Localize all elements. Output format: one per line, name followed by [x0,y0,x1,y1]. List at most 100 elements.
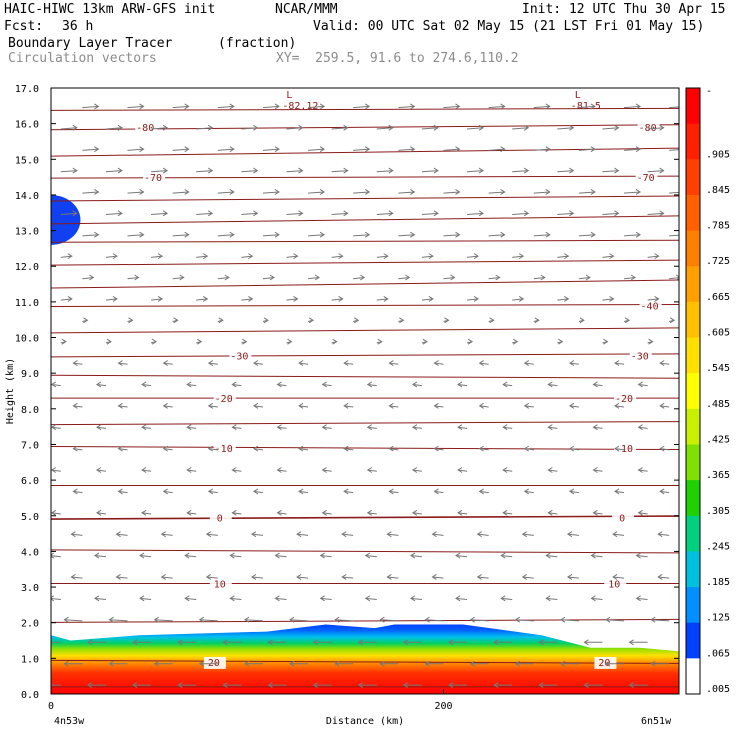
circulation-vector-head [253,488,259,495]
circulation-vector [94,555,107,558]
circulation-vector [353,105,370,109]
circulation-vector [421,212,438,216]
colorbar-swatch [686,373,700,410]
circulation-vector [253,362,264,365]
circulation-vector-head [89,274,95,281]
circulation-vector-head [455,189,461,195]
circulation-vector [142,383,152,387]
circulation-vector-head [650,660,656,667]
circulation-vector-head [637,424,643,431]
circulation-vector-head [128,317,134,324]
circulation-vector [567,533,579,536]
circulation-vector-head [141,509,147,516]
circulation-vector-head [253,124,259,131]
circulation-vector-head [502,509,508,516]
circulation-vector-head [139,189,145,195]
circulation-vector-head [455,231,461,238]
circulation-vector-head [231,509,237,516]
circulation-vector-head [433,445,439,452]
circulation-vector-head [411,424,418,431]
circulation-vector-head [160,574,166,580]
circulation-vector-head [184,189,190,195]
isotherm-label: -70 [144,173,162,184]
circulation-vector-head [388,488,394,495]
field-name: Boundary Layer Tracer [8,36,173,51]
circulation-vector-head [433,124,439,131]
circulation-vector-head [402,639,409,646]
circulation-vector-head [177,639,183,646]
colorbar-swatch [686,88,700,125]
circulation-vector [322,426,332,429]
circulation-vector-head [298,360,304,366]
circulation-vector-head [207,124,214,131]
y-tick-label: 17.0 [15,84,39,95]
circulation-vector [73,362,83,365]
circulation-vector-head [72,402,78,409]
circulation-vector [569,405,579,408]
circulation-vector [96,383,107,387]
y-tick-label: 0.0 [21,690,39,701]
circulation-vector-head [566,531,573,538]
circulation-vector-head [605,660,611,667]
circulation-vector [196,212,213,216]
circulation-vector-head [405,274,411,281]
circulation-vector [524,490,534,494]
isotherm-line [51,303,679,307]
circulation-vector-head [411,509,418,516]
circulation-vector-head [72,210,78,217]
circulation-vector-head [433,360,439,366]
circulation-vector [503,469,513,472]
circulation-vector-head [248,253,254,260]
isotherm-label-bg [594,656,617,669]
circulation-vector [109,619,128,622]
circulation-vector-head [72,445,78,452]
circulation-vector-head [476,574,482,580]
circulation-vector [503,426,513,429]
circulation-vector [467,170,484,173]
circulation-vector-head [564,295,570,302]
isotherm-line [51,515,679,520]
low-marker-value: -82.12 [282,101,318,112]
circulation-vector-head [523,360,530,366]
circulation-vector-head [267,639,273,646]
circulation-vector-head [614,210,620,217]
circulation-vector-head [635,103,641,110]
circulation-vector-head [117,445,123,452]
colorbar-swatch [686,480,700,517]
circulation-vector-head [478,488,484,495]
circulation-vector-head [343,360,349,366]
circulation-vector-head [276,381,282,388]
circulation-vector [660,362,670,365]
circulation-vector [217,277,229,280]
isotherm-label: -80 [136,123,154,134]
circulation-vector-head [637,381,643,388]
circulation-vector-head [364,595,371,602]
circulation-vector [118,362,128,365]
circulation-vector [533,191,550,194]
circulation-vector-head [585,274,591,281]
circulation-vector-head [343,445,349,452]
circulation-vector [651,619,670,622]
circulation-vector-head [364,146,371,153]
circulation-vector-head [590,189,596,195]
circulation-vector [624,105,641,109]
circulation-vector-head [276,509,282,516]
circulation-vector [172,191,189,194]
circulation-vector [647,170,664,173]
circulation-vector-head [659,124,665,131]
cross-section-coords: XY= 259.5, 91.6 to 274.6,110.2 [276,51,519,66]
circulation-vector-head [431,574,437,580]
circulation-vector-head [514,616,521,623]
y-tick-label: 9.0 [21,369,39,380]
circulation-vector [241,298,253,301]
circulation-vector [60,255,72,258]
circulation-vector [308,148,325,151]
circulation-vector-head [614,445,620,452]
circulation-vector [116,533,128,536]
circulation-vector [443,234,460,237]
isotherm-label: -20 [215,394,233,405]
circulation-vector [322,383,332,387]
circulation-vector [477,576,489,579]
y-tick-label: 7.0 [21,440,39,451]
